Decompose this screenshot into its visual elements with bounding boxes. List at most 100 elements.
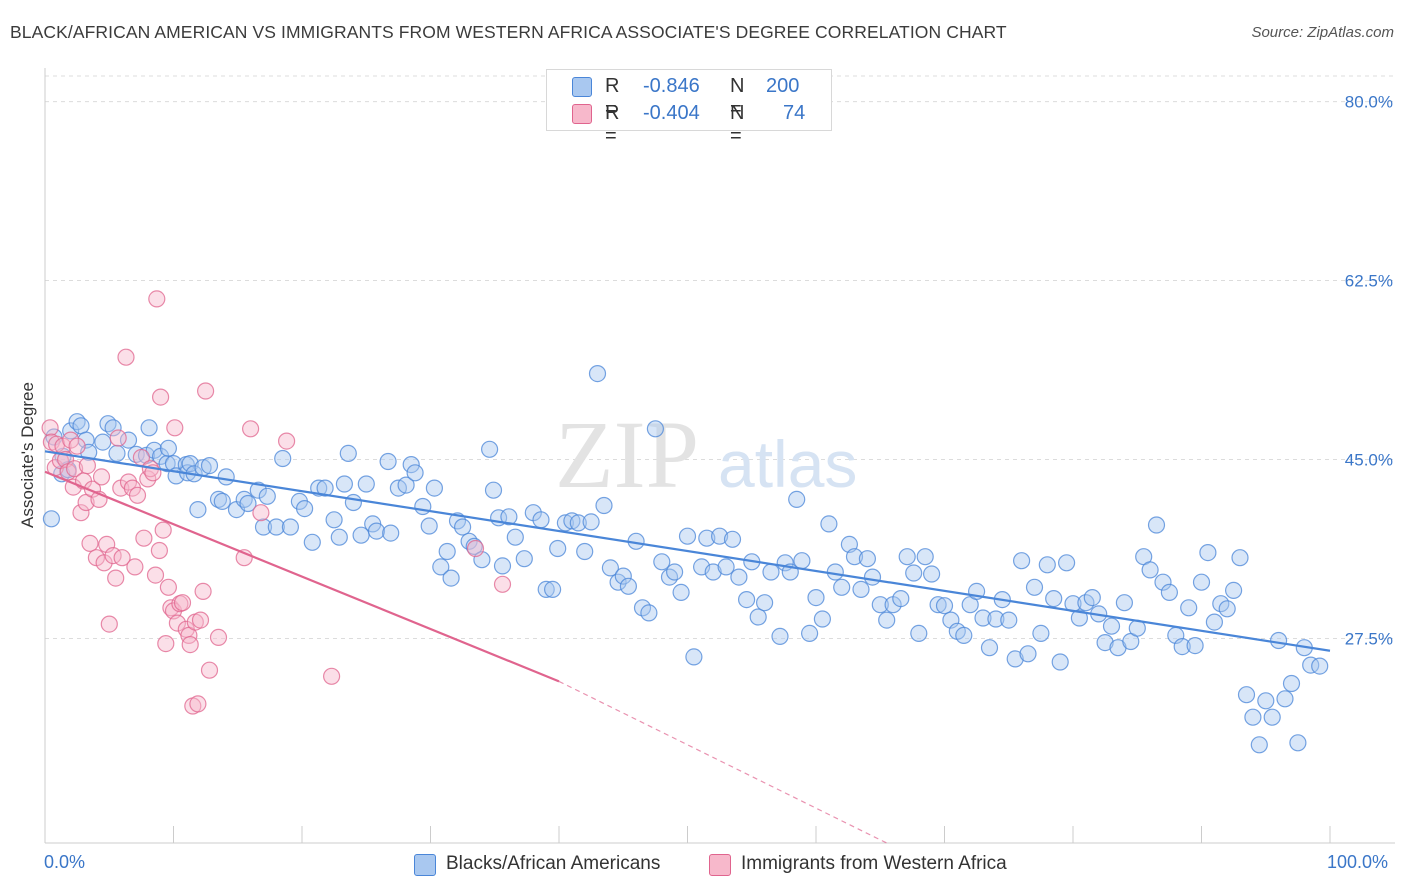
- point-blacks: [267, 518, 285, 536]
- point-blacks: [737, 590, 756, 609]
- point-blacks: [980, 639, 999, 657]
- point-blacks: [1276, 690, 1294, 708]
- point-immigrants: [146, 566, 165, 584]
- legend-swatch-blacks: [414, 854, 436, 876]
- point-blacks: [660, 568, 679, 586]
- trend-lines: [44, 450, 1331, 844]
- point-immigrants: [493, 575, 512, 593]
- point-blacks: [397, 476, 415, 494]
- point-immigrants: [323, 667, 341, 685]
- point-immigrants: [154, 521, 172, 539]
- point-blacks: [845, 548, 864, 566]
- axes: [44, 68, 1395, 844]
- point-blacks: [793, 552, 811, 570]
- legend-swatch-immigrants: [709, 854, 731, 876]
- point-blacks: [640, 604, 658, 622]
- point-blacks: [344, 493, 362, 512]
- point-blacks: [1115, 594, 1134, 612]
- point-blacks: [878, 611, 896, 629]
- point-blacks: [672, 583, 690, 602]
- y-axis-label: Associate's Degree: [18, 382, 37, 528]
- point-immigrants: [41, 419, 59, 437]
- point-blacks: [414, 497, 432, 516]
- point-blacks: [460, 532, 478, 550]
- point-blacks: [576, 542, 594, 561]
- point-immigrants: [242, 420, 260, 438]
- point-blacks: [595, 496, 613, 515]
- point-blacks: [974, 609, 992, 627]
- point-blacks: [588, 365, 607, 383]
- point-blacks: [820, 515, 838, 533]
- point-blacks: [987, 610, 1005, 628]
- point-blacks: [296, 500, 314, 518]
- watermark-zip: ZIP: [555, 401, 699, 508]
- point-blacks: [1102, 617, 1121, 635]
- point-blacks: [1083, 588, 1101, 607]
- point-immigrants: [65, 460, 84, 478]
- n-label: N =: [730, 75, 745, 120]
- point-blacks: [1269, 631, 1288, 650]
- n-value-immigrants: 74: [783, 102, 806, 124]
- point-blacks: [402, 456, 420, 474]
- point-blacks: [420, 517, 438, 535]
- point-blacks: [833, 578, 851, 596]
- point-blacks: [1006, 650, 1024, 668]
- point-blacks: [1173, 637, 1191, 656]
- point-blacks: [1019, 645, 1037, 663]
- point-blacks: [1038, 556, 1056, 574]
- point-blacks: [217, 468, 235, 486]
- point-blacks: [749, 608, 767, 626]
- point-blacks: [189, 501, 207, 519]
- point-blacks: [807, 588, 825, 607]
- point-blacks: [678, 527, 697, 545]
- point-blacks: [1160, 583, 1179, 602]
- point-immigrants: [466, 539, 485, 558]
- r-value-immigrants: -0.404: [643, 102, 700, 124]
- point-immigrants: [194, 582, 212, 601]
- point-blacks: [249, 481, 267, 499]
- point-blacks: [1192, 573, 1211, 591]
- point-blacks: [432, 558, 450, 576]
- point-blacks: [94, 433, 112, 451]
- point-immigrants: [152, 388, 170, 406]
- point-immigrants: [100, 615, 118, 633]
- point-immigrants: [109, 429, 127, 447]
- point-blacks: [1186, 636, 1204, 655]
- point-blacks: [698, 529, 716, 547]
- point-immigrants: [168, 614, 186, 632]
- point-blacks: [1289, 734, 1307, 752]
- point-blacks: [910, 624, 928, 643]
- point-blacks: [239, 494, 257, 513]
- r-value-blacks: -0.846: [643, 75, 700, 97]
- point-blacks: [500, 508, 518, 526]
- point-blacks: [569, 514, 587, 532]
- point-blacks: [382, 524, 400, 542]
- point-immigrants: [157, 634, 175, 653]
- point-blacks: [1096, 633, 1114, 652]
- point-blacks: [1057, 554, 1076, 572]
- point-blacks: [922, 565, 941, 583]
- point-blacks: [481, 440, 499, 458]
- point-immigrants: [107, 569, 125, 587]
- watermark-atlas: atlas: [718, 427, 857, 501]
- point-blacks: [858, 550, 877, 568]
- chart-source: Source: ZipAtlas.com: [1251, 24, 1394, 41]
- point-blacks: [1224, 581, 1243, 600]
- point-immigrants: [92, 468, 111, 486]
- data-points: [41, 290, 1329, 754]
- tick-labels: 27.5% 45.0% 62.5% 80.0%: [1345, 93, 1393, 649]
- r-label: R =: [605, 102, 620, 147]
- point-blacks: [339, 444, 357, 462]
- point-blacks: [1154, 573, 1172, 591]
- point-blacks: [665, 563, 684, 581]
- point-blacks: [1147, 516, 1166, 534]
- point-blacks: [442, 569, 460, 587]
- n-value-blacks: 200: [766, 75, 800, 97]
- point-blacks: [582, 513, 600, 531]
- point-blacks: [181, 455, 199, 473]
- point-blacks: [730, 568, 748, 586]
- point-blacks: [916, 548, 934, 566]
- point-blacks: [556, 514, 575, 532]
- point-blacks: [367, 522, 386, 540]
